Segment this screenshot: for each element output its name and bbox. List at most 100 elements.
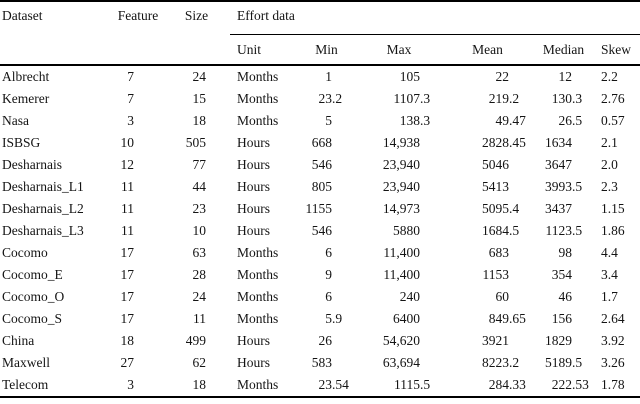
table-header: Dataset Feature Size Effort data Unit Mi… [0, 1, 640, 66]
cell-unit: Months [237, 113, 279, 128]
cell-size: 28 [192, 267, 207, 282]
cell-max: 6400 [393, 311, 420, 326]
table-row: Cocomo_O 17 24 Months 6 240 60 46 1.7 [0, 286, 640, 308]
cell-dataset: Nasa [2, 113, 29, 128]
cell-feature: 10 [120, 135, 135, 150]
col-group-header-effort-data: Effort data [230, 1, 640, 35]
cell-unit: Hours [237, 355, 270, 370]
cell-size: 18 [192, 113, 207, 128]
cell-dataset: China [2, 333, 35, 348]
table-row: Desharnais 12 77 Hours 546 23,940 5046 3… [0, 154, 640, 176]
cell-skew: 0.57 [601, 113, 625, 128]
cell-dataset: Cocomo [2, 245, 48, 260]
cell-unit: Hours [237, 157, 270, 172]
cell-dataset: Cocomo_S [2, 311, 63, 326]
cell-unit: Months [237, 311, 279, 326]
cell-dataset: ISBSG [2, 135, 41, 150]
cell-unit: Months [237, 91, 279, 106]
cell-skew: 2.76 [601, 91, 625, 106]
cell-median: 354 [551, 267, 572, 282]
cell-skew: 1.7 [601, 289, 618, 304]
cell-dataset: Telecom [2, 377, 49, 392]
table-row: Telecom 3 18 Months 23.54 1115.5 284.33 … [0, 374, 640, 397]
cell-mean: 49.47 [495, 113, 526, 128]
cell-mean: 219.2 [488, 91, 520, 106]
table-row: Desharnais_L3 11 10 Hours 546 5880 1684.… [0, 220, 640, 242]
cell-mean: 2828.45 [482, 135, 526, 150]
cell-max: 11,400 [383, 267, 420, 282]
cell-min: 805 [311, 179, 332, 194]
cell-feature: 7 [127, 69, 134, 84]
cell-max: 105 [399, 69, 420, 84]
cell-max: 63,694 [382, 355, 420, 370]
cell-unit: Hours [237, 223, 270, 238]
cell-skew: 3.26 [601, 355, 625, 370]
cell-size: 505 [185, 135, 206, 150]
cell-min: 26 [318, 333, 333, 348]
cell-size: 15 [192, 91, 207, 106]
cell-unit: Months [237, 377, 279, 392]
table-row: Maxwell 27 62 Hours 583 63,694 8223.2 51… [0, 352, 640, 374]
cell-max: 23,940 [382, 157, 420, 172]
table-row: Cocomo_S 17 11 Months 5.9 6400 849.65 15… [0, 308, 640, 330]
cell-skew: 2.1 [601, 135, 618, 150]
cell-dataset: Kemerer [2, 91, 50, 106]
table-row: ISBSG 10 505 Hours 668 14,938 2828.45 16… [0, 132, 640, 154]
col-header-median: Median [532, 34, 595, 66]
cell-min: 5.9 [325, 311, 343, 326]
cell-dataset: Desharnais [2, 157, 62, 172]
cell-size: 24 [192, 69, 207, 84]
cell-dataset: Cocomo_O [2, 289, 65, 304]
cell-feature: 17 [120, 267, 135, 282]
cell-max: 11,400 [383, 245, 420, 260]
cell-feature: 12 [120, 157, 135, 172]
cell-skew: 2.3 [601, 179, 618, 194]
cell-max: 54,620 [382, 333, 420, 348]
cell-dataset: Maxwell [2, 355, 50, 370]
cell-median: 1829 [545, 333, 572, 348]
cell-size: 62 [192, 355, 207, 370]
cell-skew: 2.64 [601, 311, 625, 326]
cell-median: 3647 [545, 157, 572, 172]
cell-skew: 1.86 [601, 223, 625, 238]
cell-unit: Hours [237, 201, 270, 216]
table-body: Albrecht 7 24 Months 1 105 22 12 2.2 Kem… [0, 65, 640, 397]
table-row: Cocomo 17 63 Months 6 11,400 683 98 4.4 [0, 242, 640, 264]
cell-feature: 11 [121, 223, 134, 238]
cell-dataset: Desharnais_L2 [2, 201, 84, 216]
cell-feature: 27 [120, 355, 135, 370]
cell-median: 26.5 [558, 113, 583, 128]
cell-median: 1634 [545, 135, 572, 150]
cell-skew: 3.4 [601, 267, 618, 282]
header-group-row: Dataset Feature Size Effort data [0, 1, 640, 66]
cell-mean: 849.65 [488, 311, 526, 326]
cell-size: 77 [192, 157, 207, 172]
cell-median: 98 [558, 245, 573, 260]
cell-mean: 5413 [482, 179, 509, 194]
cell-feature: 3 [127, 377, 134, 392]
cell-feature: 3 [127, 113, 134, 128]
cell-skew: 3.92 [601, 333, 625, 348]
cell-median: 5189.5 [545, 355, 583, 370]
cell-min: 546 [311, 157, 332, 172]
cell-max: 1115.5 [394, 377, 431, 392]
cell-mean: 22 [495, 69, 510, 84]
cell-skew: 2.0 [601, 157, 618, 172]
cell-mean: 683 [488, 245, 509, 260]
cell-min: 583 [311, 355, 332, 370]
cell-median: 222.53 [551, 377, 589, 392]
cell-median: 12 [558, 69, 573, 84]
cell-mean: 1684.5 [482, 223, 520, 238]
cell-median: 130.3 [551, 91, 583, 106]
table-row: Desharnais_L1 11 44 Hours 805 23,940 541… [0, 176, 640, 198]
cell-min: 668 [311, 135, 332, 150]
cell-unit: Months [237, 289, 279, 304]
col-header-skew: Skew [595, 34, 640, 66]
cell-dataset: Desharnais_L3 [2, 223, 84, 238]
cell-min: 1 [325, 69, 332, 84]
table-row: Nasa 3 18 Months 5 138.3 49.47 26.5 0.57 [0, 110, 640, 132]
cell-min: 5 [325, 113, 332, 128]
cell-feature: 17 [120, 289, 135, 304]
